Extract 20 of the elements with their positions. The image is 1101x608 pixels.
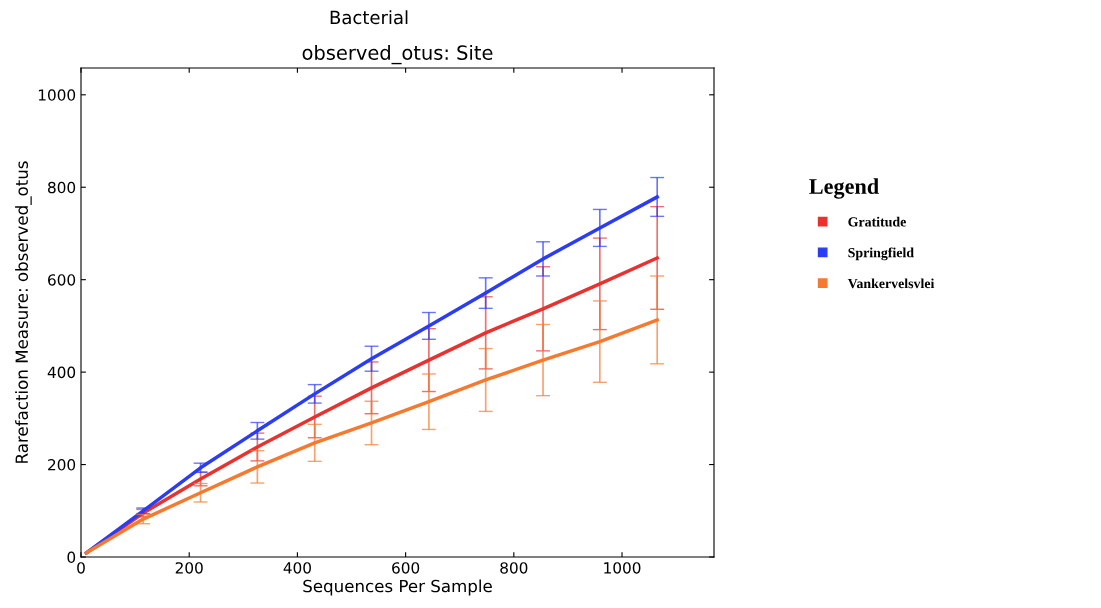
x-tick-label: 200 — [175, 562, 203, 574]
x-tick-label: 1000 — [604, 562, 641, 574]
y-tick-label: 800 — [48, 181, 76, 194]
x-axis-title: Sequences Per Sample — [303, 579, 492, 596]
legend-label: Gratitude — [848, 216, 906, 227]
legend-label: Vankervelsvlei — [847, 278, 935, 289]
x-tick-label: 0 — [77, 562, 85, 574]
y-tick-label: 400 — [47, 366, 76, 379]
x-tick-label: 800 — [500, 562, 528, 574]
x-tick-label: 600 — [392, 562, 420, 574]
y-tick-label: 1000 — [38, 89, 76, 101]
chart-title: Bacterial — [330, 10, 408, 25]
chart-subtitle: observed_otus: Site — [302, 44, 493, 65]
x-tick-label: 400 — [283, 562, 311, 574]
legend-title: Legend — [809, 178, 879, 199]
y-axis-title: Rarefaction Measure: observed_otus — [15, 161, 32, 463]
y-tick-label: 200 — [48, 459, 76, 471]
y-tick-label: 0 — [67, 551, 76, 564]
y-tick-label: 600 — [48, 274, 76, 286]
legend-label: Springfield — [848, 247, 914, 261]
